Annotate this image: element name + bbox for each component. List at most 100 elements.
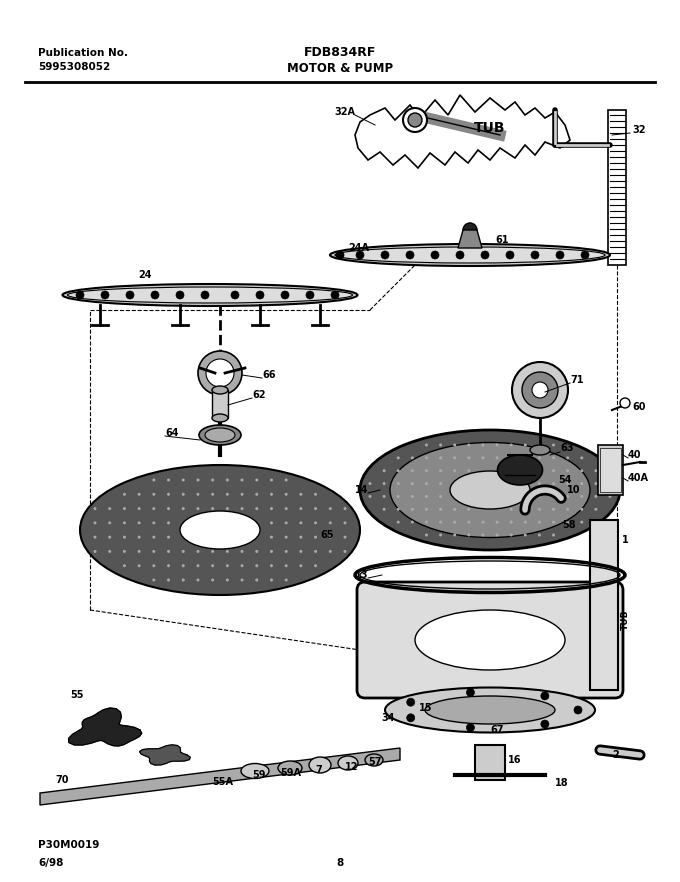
Circle shape: [408, 113, 422, 127]
Text: 32A: 32A: [334, 107, 355, 117]
Text: 61: 61: [495, 235, 509, 245]
Circle shape: [383, 469, 386, 472]
Circle shape: [76, 291, 84, 299]
Ellipse shape: [385, 687, 595, 732]
Circle shape: [439, 495, 442, 498]
Circle shape: [151, 291, 159, 299]
Circle shape: [453, 444, 456, 446]
Ellipse shape: [450, 471, 530, 509]
Circle shape: [137, 507, 141, 510]
Circle shape: [343, 521, 347, 525]
Circle shape: [343, 550, 347, 553]
Circle shape: [241, 564, 243, 567]
Circle shape: [285, 579, 288, 581]
Circle shape: [456, 251, 464, 259]
Circle shape: [306, 291, 314, 299]
Circle shape: [137, 564, 141, 567]
Circle shape: [556, 251, 564, 259]
Circle shape: [197, 564, 199, 567]
Circle shape: [425, 508, 428, 511]
Circle shape: [381, 251, 389, 259]
Circle shape: [566, 482, 569, 485]
Circle shape: [167, 507, 170, 510]
Circle shape: [281, 291, 289, 299]
Circle shape: [411, 495, 414, 498]
Circle shape: [396, 520, 400, 524]
Circle shape: [226, 493, 229, 496]
Circle shape: [406, 251, 414, 259]
Circle shape: [197, 493, 199, 496]
Text: 59A: 59A: [280, 768, 301, 778]
Circle shape: [580, 508, 583, 511]
Ellipse shape: [63, 284, 358, 306]
Circle shape: [439, 444, 442, 446]
Text: Publication No.: Publication No.: [38, 48, 128, 58]
Circle shape: [255, 564, 258, 567]
Circle shape: [255, 493, 258, 496]
Circle shape: [524, 469, 527, 472]
Circle shape: [369, 482, 371, 485]
Circle shape: [270, 493, 273, 496]
Circle shape: [299, 550, 303, 553]
Circle shape: [176, 291, 184, 299]
Circle shape: [574, 706, 582, 714]
Circle shape: [425, 520, 428, 524]
Circle shape: [396, 482, 400, 485]
Circle shape: [580, 456, 583, 460]
Polygon shape: [458, 230, 482, 248]
Text: 66: 66: [262, 370, 275, 380]
Circle shape: [538, 520, 541, 524]
Circle shape: [609, 495, 611, 498]
Circle shape: [123, 535, 126, 539]
Circle shape: [552, 469, 555, 472]
Circle shape: [411, 456, 414, 460]
Circle shape: [453, 456, 456, 460]
Circle shape: [594, 508, 598, 511]
Text: 40A: 40A: [628, 473, 649, 483]
Circle shape: [566, 469, 569, 472]
Circle shape: [594, 482, 598, 485]
Ellipse shape: [67, 287, 352, 303]
Circle shape: [425, 495, 428, 498]
Circle shape: [241, 579, 243, 581]
Text: 70: 70: [55, 775, 69, 785]
Circle shape: [411, 508, 414, 511]
Circle shape: [524, 534, 527, 536]
Text: 40: 40: [628, 450, 641, 460]
Circle shape: [226, 507, 229, 510]
Circle shape: [285, 564, 288, 567]
Circle shape: [314, 507, 317, 510]
Polygon shape: [40, 748, 400, 805]
Circle shape: [211, 507, 214, 510]
Circle shape: [137, 521, 141, 525]
Bar: [598, 445, 623, 495]
Text: TUB: TUB: [474, 121, 506, 135]
Text: 57: 57: [368, 757, 381, 767]
Circle shape: [532, 382, 548, 398]
Polygon shape: [69, 708, 141, 746]
Circle shape: [467, 508, 471, 511]
Text: 55: 55: [70, 690, 84, 700]
Ellipse shape: [415, 610, 565, 670]
Circle shape: [123, 507, 126, 510]
Text: 60: 60: [632, 402, 645, 412]
Text: 59: 59: [252, 770, 265, 780]
Circle shape: [439, 534, 442, 536]
Circle shape: [552, 456, 555, 460]
Circle shape: [152, 550, 155, 553]
Text: MOTOR & PUMP: MOTOR & PUMP: [287, 62, 393, 75]
Circle shape: [331, 291, 339, 299]
Circle shape: [510, 469, 513, 472]
Circle shape: [255, 479, 258, 482]
Circle shape: [407, 699, 415, 706]
Circle shape: [506, 251, 514, 259]
Circle shape: [453, 520, 456, 524]
Ellipse shape: [80, 465, 360, 595]
Ellipse shape: [241, 764, 269, 779]
Circle shape: [126, 291, 134, 299]
Circle shape: [201, 291, 209, 299]
Circle shape: [439, 456, 442, 460]
Circle shape: [552, 495, 555, 498]
Circle shape: [314, 521, 317, 525]
Circle shape: [496, 444, 498, 446]
